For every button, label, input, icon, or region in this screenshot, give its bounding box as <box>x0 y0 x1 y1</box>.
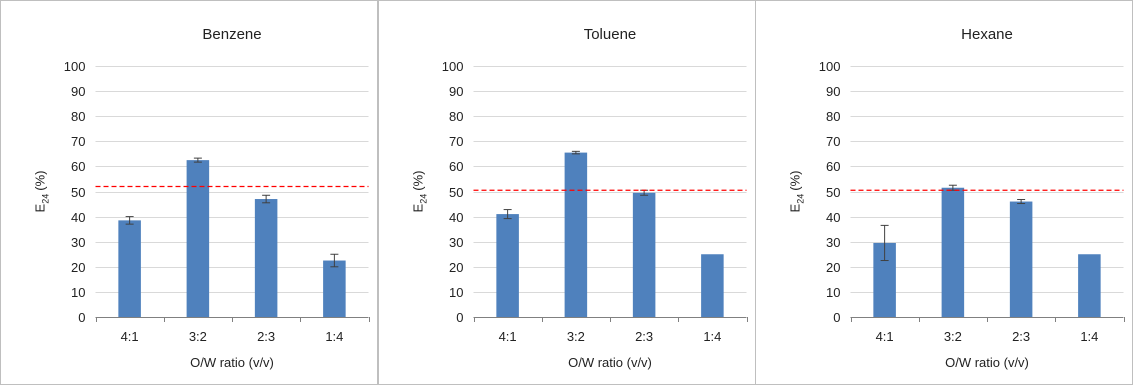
y-axis-label-main: E <box>788 203 803 212</box>
x-tick-label: 2:3 <box>257 329 275 344</box>
y-tick-label: 70 <box>71 134 85 149</box>
x-tick-label: 2:3 <box>1012 329 1030 344</box>
x-axis-label: O/W ratio (v/v) <box>945 355 1029 370</box>
y-tick-label: 0 <box>456 310 463 325</box>
y-axis-label-unit: (%) <box>411 171 426 191</box>
y-axis-label-unit: (%) <box>788 171 803 191</box>
error-bar <box>503 209 512 220</box>
y-tick-label: 40 <box>826 210 840 225</box>
bar-3-2 <box>941 187 965 317</box>
y-axis-label: E24 (%) <box>33 171 51 213</box>
y-tick-label: 10 <box>71 285 85 300</box>
y-axis-label-subscript: 24 <box>796 194 806 204</box>
x-axis-label: O/W ratio (v/v) <box>568 355 652 370</box>
x-tick-label: 4:1 <box>499 329 517 344</box>
bar-2-3 <box>1009 201 1033 317</box>
y-axis-label-unit: (%) <box>33 171 48 191</box>
y-tick-label: 30 <box>71 235 85 250</box>
chart-title: Toluene <box>584 26 637 43</box>
chart-title: Benzene <box>202 26 261 43</box>
bar-3-2 <box>564 152 588 317</box>
x-tick-label: 3:2 <box>944 329 962 344</box>
bar-2-3 <box>254 199 278 317</box>
error-bar <box>571 150 580 155</box>
y-tick-label: 60 <box>71 159 85 174</box>
y-tick-label: 90 <box>826 84 840 99</box>
y-tick-label: 70 <box>826 134 840 149</box>
x-tick-label: 1:4 <box>325 329 343 344</box>
chart-title: Hexane <box>961 26 1013 43</box>
bar-1-4 <box>701 254 724 317</box>
y-tick-label: 80 <box>71 109 85 124</box>
x-tick-label: 3:2 <box>189 329 207 344</box>
y-tick-label: 80 <box>449 109 463 124</box>
y-tick-label: 40 <box>449 210 463 225</box>
y-tick-label: 60 <box>826 159 840 174</box>
y-tick-label: 90 <box>449 84 463 99</box>
y-tick-label: 0 <box>78 310 85 325</box>
x-tick-label: 1:4 <box>703 329 721 344</box>
y-tick-label: 100 <box>442 59 464 74</box>
y-tick-label: 50 <box>449 185 463 200</box>
error-bar <box>125 216 134 225</box>
y-axis-label: E24 (%) <box>411 171 429 213</box>
chart-panel-toluene: 0 10 20 30 40 50 60 70 80 90 100 4:1 3:2 2:3 1:4 Toluen… <box>378 0 756 385</box>
bar-1-4 <box>1078 254 1101 317</box>
bar-4-1 <box>118 220 141 317</box>
y-tick-label: 70 <box>449 134 463 149</box>
y-tick-label: 10 <box>449 285 463 300</box>
y-tick-label: 80 <box>826 109 840 124</box>
y-tick-label: 50 <box>826 185 840 200</box>
y-tick-label: 40 <box>71 210 85 225</box>
error-bar <box>1017 199 1026 205</box>
chart-panel-hexane: 0 10 20 30 40 50 60 70 80 90 100 4:1 3:2 2:3 1:4 Hexane… <box>755 0 1133 385</box>
y-tick-label: 100 <box>819 59 841 74</box>
chart-panel-benzene: 0 10 20 30 40 50 60 70 80 90 100 4:1 3:2 2:3 1:4 Benzen… <box>0 0 378 385</box>
x-tick-label: 2:3 <box>635 329 653 344</box>
y-tick-label: 0 <box>833 310 840 325</box>
error-bar <box>193 157 202 163</box>
x-tick-label: 1:4 <box>1080 329 1098 344</box>
y-tick-label: 90 <box>71 84 85 99</box>
x-tick-label: 4:1 <box>876 329 894 344</box>
y-axis-label-subscript: 24 <box>41 194 51 204</box>
y-tick-label: 50 <box>71 185 85 200</box>
y-axis-label-main: E <box>33 203 48 212</box>
y-tick-label: 10 <box>826 285 840 300</box>
error-bar <box>262 194 271 204</box>
bar-4-1 <box>496 214 519 317</box>
y-axis-label-main: E <box>411 203 426 212</box>
y-tick-label: 20 <box>826 260 840 275</box>
y-axis-label: E24 (%) <box>788 171 806 213</box>
x-axis-label: O/W ratio (v/v) <box>190 355 274 370</box>
y-tick-label: 20 <box>449 260 463 275</box>
bar-1-4 <box>323 260 346 317</box>
y-tick-label: 30 <box>449 235 463 250</box>
y-tick-label: 30 <box>826 235 840 250</box>
bar-2-3 <box>632 192 656 317</box>
y-tick-label: 100 <box>64 59 86 74</box>
x-tick-label: 4:1 <box>121 329 139 344</box>
x-tick-label: 3:2 <box>567 329 585 344</box>
error-bar <box>880 224 889 262</box>
bar-4-1 <box>873 242 896 317</box>
y-tick-label: 20 <box>71 260 85 275</box>
y-axis-label-subscript: 24 <box>419 194 429 204</box>
y-tick-label: 60 <box>449 159 463 174</box>
error-bar <box>330 253 339 268</box>
bar-3-2 <box>186 160 210 317</box>
